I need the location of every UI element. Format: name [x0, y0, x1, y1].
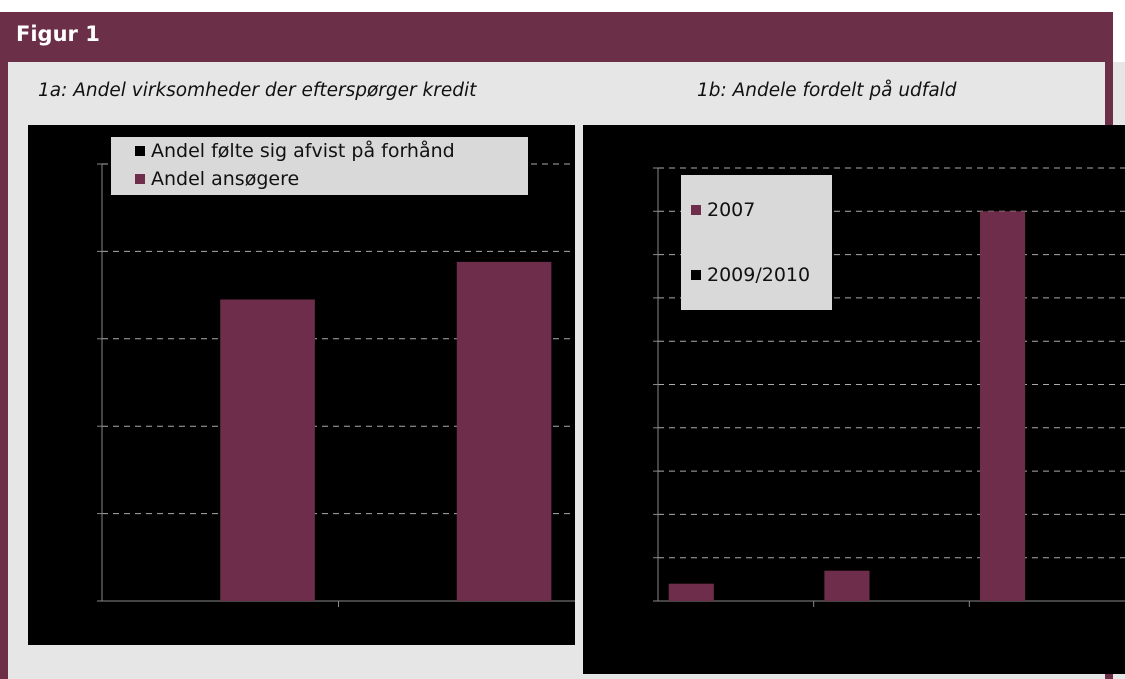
legend-item-2007: 2007	[691, 199, 755, 221]
legend-swatch-maroon	[135, 174, 145, 184]
bar-2-1	[824, 570, 870, 601]
chart-b-title: 1b: Andele fordelt på udfald	[697, 80, 957, 101]
bar-2-2	[456, 261, 552, 601]
chart-a-title: 1a: Andel virksomheder der efterspørger …	[38, 80, 477, 101]
legend-label: Andel følte sig afvist på forhånd	[151, 140, 455, 162]
legend-label: Andel ansøgere	[151, 168, 300, 190]
legend-label: 2009/2010	[707, 264, 811, 286]
bar-3-1	[980, 211, 1026, 602]
chart-b-legend: 2007 2009/2010	[681, 175, 832, 310]
legend-swatch-black	[691, 270, 701, 280]
legend-label: 2007	[707, 199, 756, 221]
legend-item-2009-2010: 2009/2010	[691, 264, 810, 286]
figure-title: Figur 1	[16, 22, 100, 46]
legend-swatch-maroon	[691, 205, 701, 215]
chart-a	[28, 125, 575, 645]
bar-1-2	[220, 299, 315, 601]
chart-b	[583, 125, 1125, 674]
legend-swatch-black	[135, 146, 145, 156]
legend-item-applicants: Andel ansøgere	[111, 165, 528, 193]
bar-1-1	[668, 583, 714, 601]
legend-item-rejected: Andel følte sig afvist på forhånd	[111, 137, 528, 165]
chart-a-legend: Andel følte sig afvist på forhånd Andel …	[111, 137, 528, 195]
